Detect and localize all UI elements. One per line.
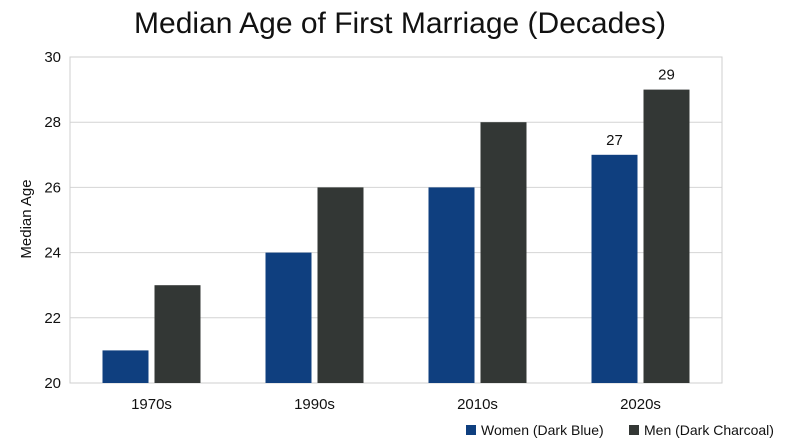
bar-women-2020s xyxy=(591,154,638,383)
y-tick-label: 26 xyxy=(44,179,61,196)
bar-men-2020s xyxy=(643,89,690,383)
legend-swatch xyxy=(466,425,476,435)
x-tick-label: 1970s xyxy=(131,396,172,413)
y-tick-label: 30 xyxy=(44,49,61,66)
bar-women-1970s xyxy=(102,350,149,383)
bar-men-1990s xyxy=(317,187,364,383)
legend-label: Women (Dark Blue) xyxy=(481,422,604,438)
data-labels: 27 29 xyxy=(606,67,675,149)
y-tick-label: 24 xyxy=(44,245,61,262)
data-label: 29 xyxy=(658,67,675,84)
legend-swatch xyxy=(629,425,639,435)
bar-men-2010s xyxy=(480,122,527,383)
y-axis-label: Median Age xyxy=(18,179,35,258)
x-tick-label: 2020s xyxy=(620,396,661,413)
x-tick-label: 2010s xyxy=(457,396,498,413)
bar-women-2010s xyxy=(428,187,475,383)
legend-label: Men (Dark Charcoal) xyxy=(644,422,774,438)
bar-men-1970s xyxy=(154,285,201,383)
x-tick-label: 1990s xyxy=(294,396,335,413)
bars xyxy=(102,89,690,383)
y-axis-ticks: 20 22 24 26 28 30 xyxy=(44,49,61,392)
x-axis-ticks: 1970s 1990s 2010s 2020s xyxy=(131,396,661,413)
data-label: 27 xyxy=(606,132,623,149)
plot-area-border xyxy=(69,56,723,384)
y-tick-label: 28 xyxy=(44,114,61,131)
legend: Women (Dark Blue) Men (Dark Charcoal) xyxy=(466,422,774,438)
y-tick-label: 20 xyxy=(44,375,61,392)
bar-women-1990s xyxy=(265,252,312,383)
y-tick-label: 22 xyxy=(44,310,61,327)
chart-title: Median Age of First Marriage (Decades) xyxy=(134,7,666,40)
